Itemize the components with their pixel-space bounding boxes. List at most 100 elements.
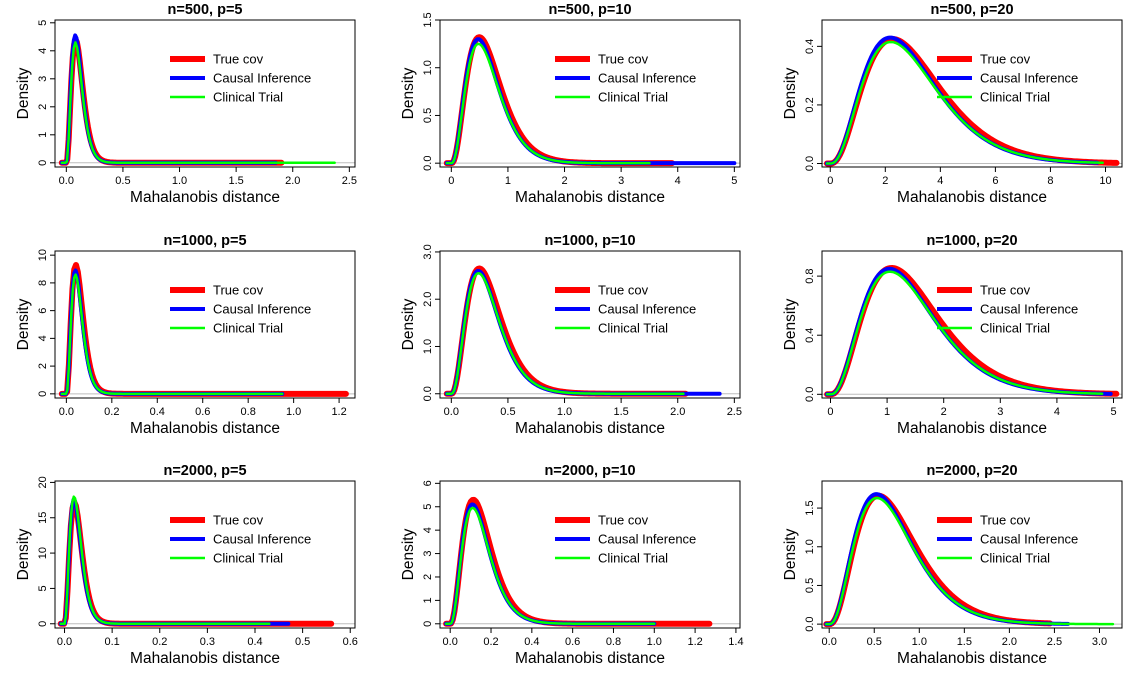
y-tick-label: 2: [37, 104, 49, 110]
legend-label-clinical: Clinical Trial: [598, 321, 668, 336]
y-tick-label: 20: [37, 476, 49, 488]
x-tick-label: 4: [1054, 406, 1060, 418]
x-tick-label: 1: [884, 406, 890, 418]
density-line-clinical: [445, 42, 651, 165]
legend: True cov Causal Inference Clinical Trial: [937, 52, 1078, 105]
legend: True cov Causal Inference Clinical Trial: [937, 283, 1078, 336]
x-tick-label: 0: [448, 175, 454, 187]
y-tick-label: 0.0: [804, 387, 816, 402]
y-axis-label: Density: [15, 67, 32, 119]
plot-frame: [54, 480, 356, 629]
x-tick-label: 0.6: [565, 636, 580, 648]
y-tick-label: 3.0: [422, 244, 434, 259]
x-tick-label: 1.0: [286, 406, 301, 418]
x-tick-label: 0: [827, 175, 833, 187]
x-tick-label: 0.0: [443, 636, 458, 648]
legend-label-causal: Causal Inference: [980, 532, 1078, 547]
y-axis-label: Density: [400, 528, 417, 580]
plot-frame: [439, 19, 741, 168]
y-tick-label: 5: [422, 504, 434, 510]
x-axis: 0.0 0.5 1.0 1.5 2.0 2.5: [444, 398, 742, 418]
density-line-true: [58, 262, 349, 397]
legend: True cov Causal Inference Clinical Trial: [170, 513, 311, 566]
chart-panel: n=500, p=5 0.0 0.5 1.0 1.5 2.0 2.5 Mahalanobis …: [15, 2, 357, 206]
density-line-clinical: [444, 506, 656, 626]
y-tick-label: 1.0: [422, 60, 434, 75]
y-tick-label: 0: [37, 621, 49, 627]
legend-label-true: True cov: [980, 52, 1031, 67]
x-tick-label: 2.0: [1002, 636, 1017, 648]
y-tick-label: 0.0: [422, 156, 434, 171]
y-axis-label: Density: [782, 67, 799, 119]
x-tick-label: 2.5: [342, 175, 357, 187]
x-tick-label: 0.2: [483, 636, 498, 648]
x-tick-label: 0.4: [150, 406, 165, 418]
y-axis: 0 1 2 3 4 5: [37, 20, 55, 166]
x-tick-label: 1.5: [228, 175, 243, 187]
y-axis-label: Density: [15, 298, 32, 350]
x-tick-label: 1.5: [613, 406, 628, 418]
panel-title: n=2000, p=10: [544, 463, 635, 479]
y-axis-label: Density: [782, 298, 799, 350]
density-line-clinical: [60, 41, 336, 165]
plot-frame: [439, 480, 741, 629]
x-axis-label: Mahalanobis distance: [515, 650, 665, 667]
x-tick-label: 1.0: [912, 636, 927, 648]
y-tick-label: 5: [37, 585, 49, 591]
legend-label-true: True cov: [598, 283, 649, 298]
legend-label-clinical: Clinical Trial: [213, 90, 283, 105]
x-tick-label: 1.0: [557, 406, 572, 418]
x-axis-label: Mahalanobis distance: [515, 420, 665, 437]
y-tick-label: 4: [422, 527, 434, 533]
x-tick-label: 1.2: [687, 636, 702, 648]
legend-label-clinical: Clinical Trial: [213, 551, 283, 566]
y-axis: 0.0 0.2 0.4: [804, 39, 822, 171]
legend-label-clinical: Clinical Trial: [980, 321, 1050, 336]
panel-title: n=1000, p=20: [926, 233, 1017, 249]
x-tick-label: 1.2: [331, 406, 346, 418]
chart-panel: n=500, p=20 0 2 4 6 8 10 Mahalanobis distance 0.…: [782, 2, 1123, 206]
panel-title: n=1000, p=10: [544, 233, 635, 249]
y-axis-label: Density: [400, 67, 417, 119]
density-line-clinical: [59, 495, 271, 626]
legend: True cov Causal Inference Clinical Trial: [555, 283, 696, 336]
y-tick-label: 0.0: [422, 386, 434, 401]
x-tick-label: 1.0: [647, 636, 662, 648]
x-axis-label: Mahalanobis distance: [897, 189, 1047, 206]
x-tick-label: 1.0: [172, 175, 187, 187]
x-tick-label: 0.6: [343, 636, 358, 648]
x-tick-label: 0.0: [57, 636, 72, 648]
x-tick-label: 0.0: [822, 636, 837, 648]
y-tick-label: 10: [37, 249, 49, 261]
legend-label-true: True cov: [213, 283, 264, 298]
legend-label-true: True cov: [598, 52, 649, 67]
legend-label-causal: Causal Inference: [213, 71, 311, 86]
y-tick-label: 2: [422, 574, 434, 580]
x-axis-label: Mahalanobis distance: [130, 420, 280, 437]
x-tick-label: 2: [941, 406, 947, 418]
y-tick-label: 0.5: [422, 108, 434, 123]
y-axis: 0.0 0.5 1.0 1.5: [804, 500, 822, 632]
x-tick-label: 2.5: [727, 406, 742, 418]
x-tick-label: 0.4: [524, 636, 539, 648]
y-axis: 0 1 2 3 4 5 6: [422, 480, 440, 627]
x-axis-label: Mahalanobis distance: [130, 189, 280, 206]
x-tick-label: 4: [675, 175, 681, 187]
legend-label-clinical: Clinical Trial: [598, 551, 668, 566]
x-axis-label: Mahalanobis distance: [515, 189, 665, 206]
density-line-clinical: [825, 270, 1104, 396]
x-tick-label: 0.0: [444, 406, 459, 418]
y-tick-label: 6: [422, 480, 434, 486]
y-tick-label: 0: [37, 391, 49, 397]
y-tick-label: 0.8: [804, 268, 816, 283]
y-tick-label: 1: [37, 132, 49, 138]
legend: True cov Causal Inference Clinical Trial: [555, 52, 696, 105]
plot-frame: [821, 250, 1123, 399]
chart-panel: n=2000, p=10 0.0 0.2 0.4 0.6 0.8 1.0 1.2 1.4 Maha…: [400, 463, 744, 667]
legend-label-clinical: Clinical Trial: [980, 90, 1050, 105]
x-axis: 0.0 0.1 0.2 0.3 0.4 0.5 0.6: [57, 628, 358, 648]
y-tick-label: 6: [37, 308, 49, 314]
y-axis: 0.0 1.0 2.0 3.0: [422, 244, 440, 401]
y-tick-label: 1.0: [422, 339, 434, 354]
